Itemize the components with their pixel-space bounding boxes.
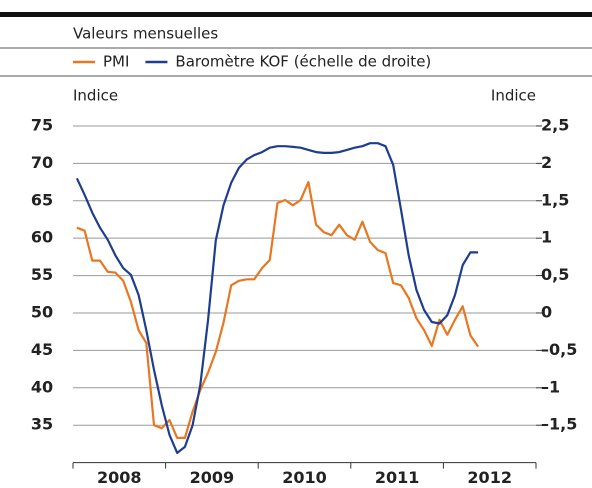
legend-label: Baromètre KOF (échelle de droite) (175, 53, 431, 71)
y2-tick-label: –0,5 (541, 340, 577, 359)
y2-tick-label: 2,5 (541, 115, 569, 134)
y2-tick-label: –1 (541, 377, 560, 396)
y2-tick-label: –1,5 (541, 415, 577, 434)
y2-tick-label: 0,5 (541, 265, 569, 284)
x-tick-label: 2012 (467, 468, 512, 487)
x-tick-label: 2009 (190, 468, 235, 487)
x-tick-label: 2011 (375, 468, 420, 487)
x-tick-label: 2010 (282, 468, 327, 487)
y-tick-label: 60 (31, 228, 53, 247)
series-line (76, 181, 480, 439)
legend-label: PMI (103, 53, 129, 71)
chart-subtitle: Valeurs mensuelles (73, 25, 218, 43)
y-tick-label: 35 (31, 415, 53, 434)
y-tick-label: 65 (31, 190, 53, 209)
y2-tick-label: 1,5 (541, 190, 569, 209)
y-tick-label: 40 (31, 377, 53, 396)
top-rule (0, 12, 592, 17)
y2-tick-label: 1 (541, 228, 552, 247)
legend: PMI Baromètre KOF (échelle de droite) (73, 53, 431, 71)
y-tick-label: 45 (31, 340, 53, 359)
y-tick-label: 75 (31, 115, 53, 134)
y2-tick-label: 2 (541, 153, 552, 172)
y-tick-label: 50 (31, 302, 53, 321)
y-axis-label: Indice (73, 87, 118, 105)
y-tick-label: 70 (31, 153, 53, 172)
y2-axis-label: Indice (491, 87, 536, 105)
x-tick-label: 2008 (97, 468, 142, 487)
y-tick-label: 55 (31, 265, 53, 284)
y2-tick-label: 0 (541, 302, 552, 321)
series-line (75, 142, 479, 454)
